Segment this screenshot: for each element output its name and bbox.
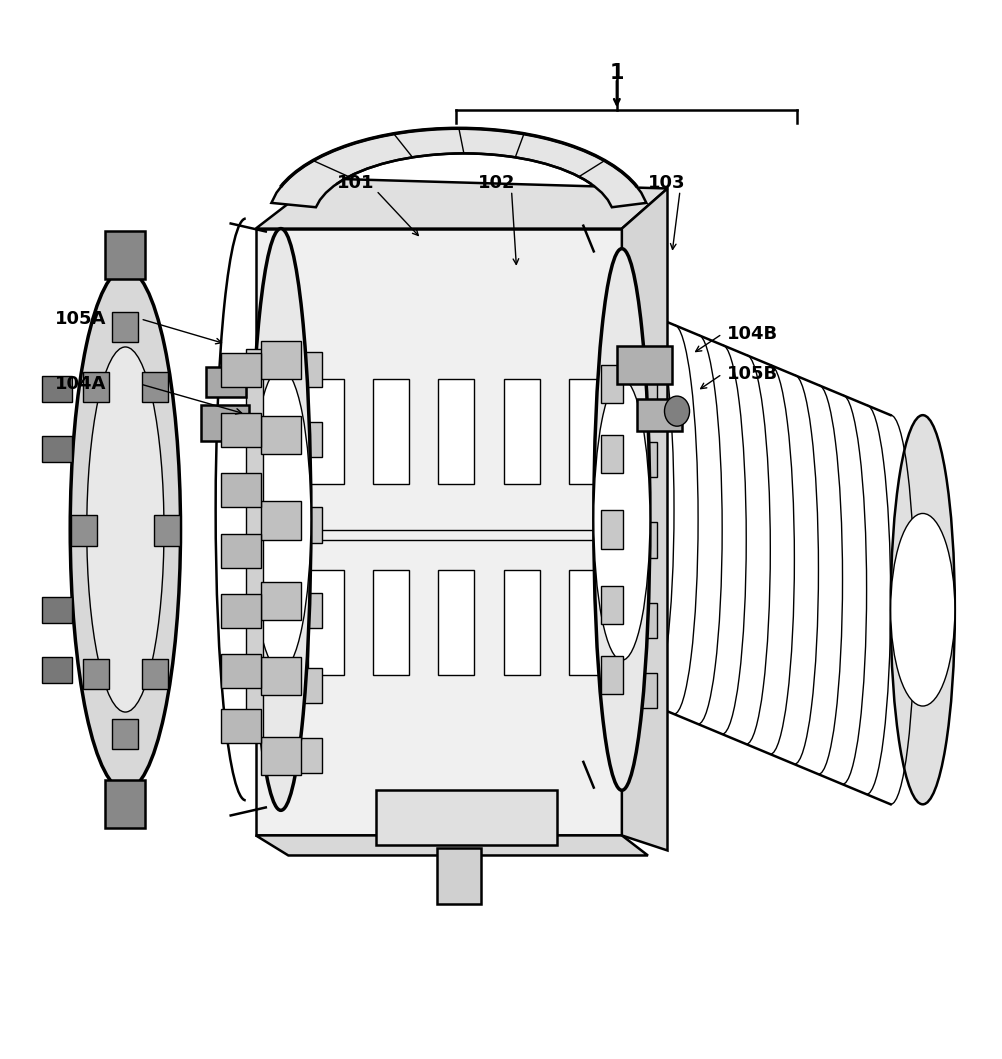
Text: 102: 102	[477, 175, 515, 193]
FancyBboxPatch shape	[568, 379, 604, 484]
FancyBboxPatch shape	[616, 346, 671, 384]
FancyBboxPatch shape	[600, 435, 622, 473]
FancyBboxPatch shape	[42, 596, 72, 623]
FancyBboxPatch shape	[261, 416, 301, 454]
FancyBboxPatch shape	[42, 436, 72, 463]
FancyBboxPatch shape	[220, 413, 261, 447]
FancyBboxPatch shape	[83, 660, 109, 689]
FancyBboxPatch shape	[220, 710, 261, 743]
Polygon shape	[621, 189, 667, 850]
Polygon shape	[256, 179, 667, 229]
Text: 103: 103	[647, 175, 685, 193]
FancyBboxPatch shape	[600, 586, 622, 624]
Polygon shape	[272, 128, 645, 208]
FancyBboxPatch shape	[503, 379, 539, 484]
Polygon shape	[256, 229, 621, 836]
FancyBboxPatch shape	[600, 510, 622, 549]
Ellipse shape	[664, 396, 689, 426]
FancyBboxPatch shape	[503, 570, 539, 675]
FancyBboxPatch shape	[290, 593, 322, 628]
Text: 104A: 104A	[55, 375, 106, 393]
FancyBboxPatch shape	[153, 516, 179, 545]
FancyBboxPatch shape	[220, 353, 261, 388]
FancyBboxPatch shape	[290, 668, 322, 703]
Polygon shape	[256, 836, 647, 856]
Text: 105A: 105A	[55, 310, 106, 328]
FancyBboxPatch shape	[105, 780, 145, 828]
FancyBboxPatch shape	[626, 672, 656, 708]
Ellipse shape	[70, 269, 180, 790]
FancyBboxPatch shape	[71, 516, 97, 545]
FancyBboxPatch shape	[290, 738, 322, 773]
Text: 1: 1	[609, 64, 623, 84]
FancyBboxPatch shape	[626, 522, 656, 558]
FancyBboxPatch shape	[220, 653, 261, 688]
FancyBboxPatch shape	[261, 501, 301, 539]
FancyBboxPatch shape	[308, 379, 344, 484]
FancyBboxPatch shape	[220, 473, 261, 507]
FancyBboxPatch shape	[438, 570, 474, 675]
FancyBboxPatch shape	[261, 737, 301, 775]
FancyBboxPatch shape	[42, 657, 72, 683]
FancyBboxPatch shape	[290, 507, 322, 542]
Text: 105B: 105B	[726, 365, 778, 383]
FancyBboxPatch shape	[600, 365, 622, 403]
FancyBboxPatch shape	[373, 570, 409, 675]
FancyBboxPatch shape	[141, 372, 167, 401]
FancyBboxPatch shape	[112, 719, 138, 749]
FancyBboxPatch shape	[626, 603, 656, 638]
FancyBboxPatch shape	[636, 399, 681, 431]
FancyBboxPatch shape	[290, 352, 322, 388]
Text: 101: 101	[337, 175, 375, 193]
Text: 104B: 104B	[726, 325, 778, 343]
FancyBboxPatch shape	[220, 594, 261, 628]
FancyBboxPatch shape	[200, 406, 248, 442]
FancyBboxPatch shape	[438, 379, 474, 484]
Ellipse shape	[890, 514, 954, 706]
FancyBboxPatch shape	[83, 372, 109, 401]
FancyBboxPatch shape	[261, 581, 301, 620]
Ellipse shape	[593, 379, 649, 661]
FancyBboxPatch shape	[290, 423, 322, 457]
FancyBboxPatch shape	[105, 231, 145, 279]
FancyBboxPatch shape	[437, 848, 481, 903]
FancyBboxPatch shape	[568, 570, 604, 675]
FancyBboxPatch shape	[261, 341, 301, 379]
Ellipse shape	[593, 249, 649, 790]
Polygon shape	[245, 349, 263, 740]
FancyBboxPatch shape	[112, 312, 138, 342]
FancyBboxPatch shape	[220, 534, 261, 568]
FancyBboxPatch shape	[626, 443, 656, 478]
Ellipse shape	[890, 415, 954, 805]
FancyBboxPatch shape	[600, 656, 622, 694]
FancyBboxPatch shape	[308, 570, 344, 675]
Ellipse shape	[250, 369, 311, 670]
FancyBboxPatch shape	[626, 367, 656, 402]
FancyBboxPatch shape	[42, 376, 72, 402]
FancyBboxPatch shape	[205, 367, 245, 397]
Ellipse shape	[86, 347, 164, 712]
FancyBboxPatch shape	[261, 657, 301, 695]
FancyBboxPatch shape	[141, 660, 167, 689]
FancyBboxPatch shape	[373, 379, 409, 484]
FancyBboxPatch shape	[376, 790, 556, 845]
Ellipse shape	[250, 229, 311, 810]
